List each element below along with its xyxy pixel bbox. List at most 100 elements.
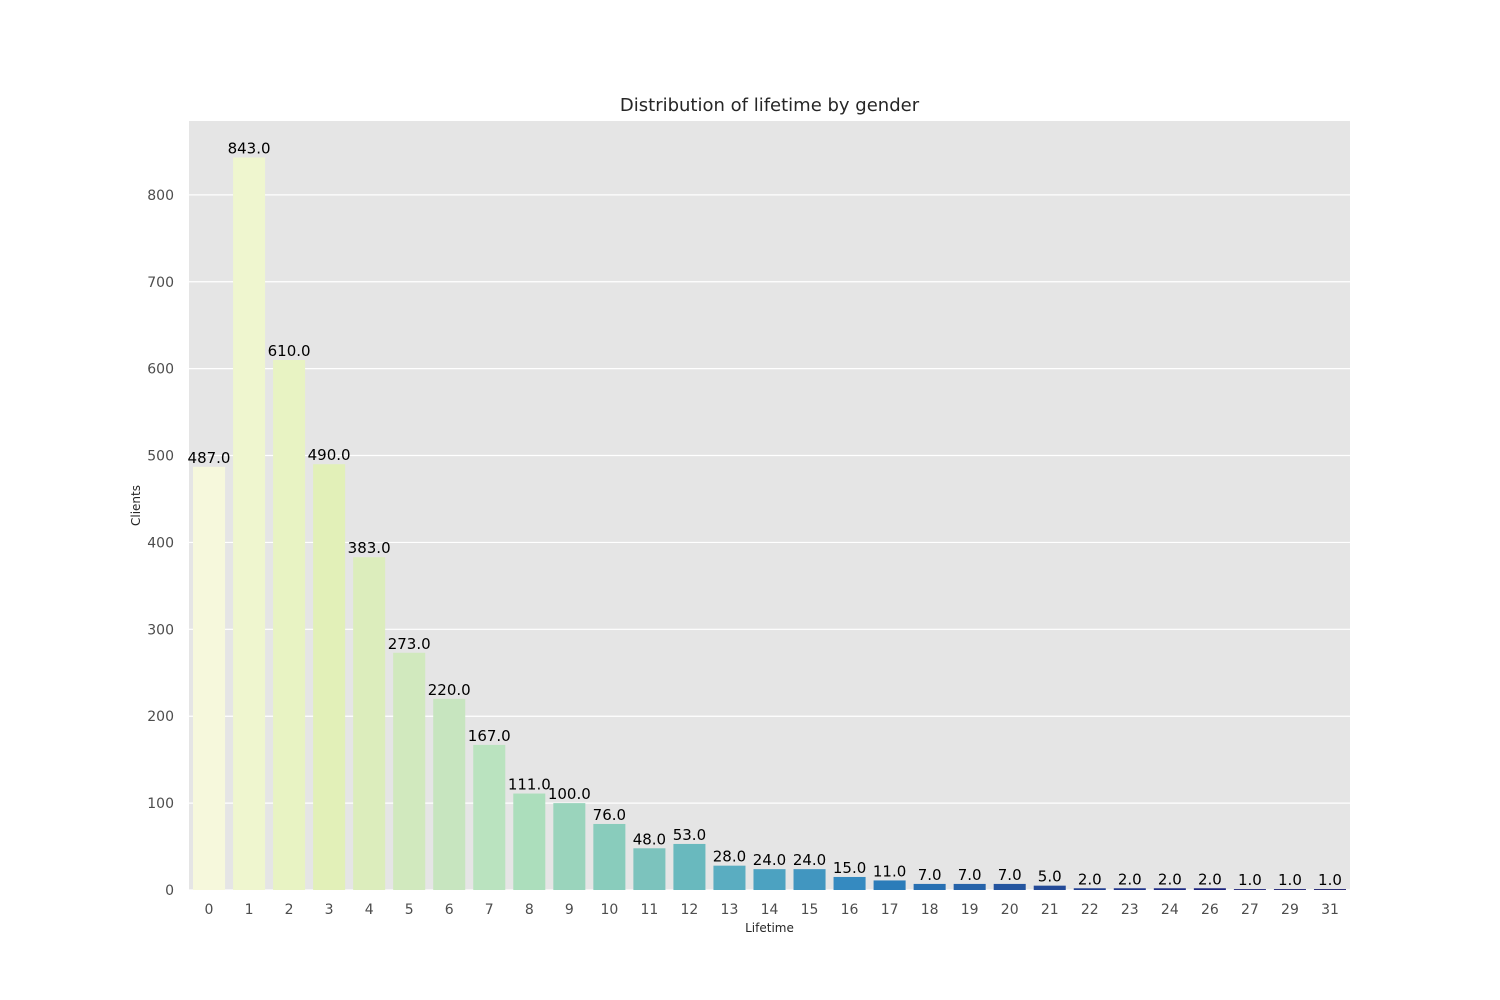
bar-5 bbox=[393, 652, 426, 890]
x-tick-label: 7 bbox=[485, 902, 494, 918]
bar-8 bbox=[513, 793, 546, 890]
bar-value-label: 15.0 bbox=[833, 859, 866, 877]
bar-10 bbox=[593, 823, 626, 890]
bar-value-label: 100.0 bbox=[548, 785, 591, 803]
x-tick-label: 4 bbox=[365, 902, 374, 918]
bar-15 bbox=[793, 869, 826, 890]
bar-value-label: 2.0 bbox=[1118, 870, 1142, 888]
bar-14 bbox=[753, 869, 786, 890]
x-tick-label: 26 bbox=[1201, 902, 1219, 918]
bar-18 bbox=[913, 883, 946, 890]
bar-value-label: 24.0 bbox=[793, 851, 826, 869]
y-tick-label: 200 bbox=[147, 709, 174, 725]
y-tick-label: 500 bbox=[147, 449, 174, 465]
bar-value-label: 167.0 bbox=[468, 727, 511, 745]
x-tick-label: 24 bbox=[1161, 902, 1179, 918]
x-tick-labels: 0 1 2 3 4 5 6 7 8 9 10 11 12 13 14 15 16 17 18 19 20 21 22 23 24… bbox=[205, 902, 1339, 918]
bar-value-label: 7.0 bbox=[918, 866, 942, 884]
y-tick-label: 700 bbox=[147, 275, 174, 291]
bar-value-label: 76.0 bbox=[593, 806, 626, 824]
x-tick-label: 5 bbox=[405, 902, 414, 918]
x-tick-label: 9 bbox=[565, 902, 574, 918]
bar-value-label: 220.0 bbox=[428, 681, 471, 699]
bar-1 bbox=[233, 157, 266, 890]
bar-11 bbox=[633, 848, 666, 890]
bar-value-label: 487.0 bbox=[188, 449, 231, 467]
bar-20 bbox=[993, 883, 1026, 890]
x-tick-label: 23 bbox=[1121, 902, 1139, 918]
bar-9 bbox=[553, 803, 586, 890]
bar-3 bbox=[313, 464, 346, 890]
y-tick-label: 100 bbox=[147, 796, 174, 812]
bar-12 bbox=[673, 843, 706, 890]
chart-title: Distribution of lifetime by gender bbox=[620, 95, 920, 116]
x-tick-label: 10 bbox=[600, 902, 618, 918]
x-tick-label: 29 bbox=[1281, 902, 1299, 918]
bar-31 bbox=[1313, 889, 1346, 890]
bar-0 bbox=[193, 466, 226, 890]
bar-value-label: 273.0 bbox=[388, 635, 431, 653]
x-tick-label: 1 bbox=[245, 902, 254, 918]
bar-22 bbox=[1073, 888, 1106, 890]
y-tick-label: 0 bbox=[165, 883, 174, 899]
bar-21 bbox=[1033, 885, 1066, 890]
x-tick-label: 3 bbox=[325, 902, 334, 918]
y-tick-label: 400 bbox=[147, 535, 174, 551]
bar-value-label: 7.0 bbox=[998, 866, 1022, 884]
bar-7 bbox=[473, 744, 506, 890]
bar-27 bbox=[1233, 889, 1266, 890]
bar-value-label: 610.0 bbox=[268, 342, 311, 360]
x-tick-label: 6 bbox=[445, 902, 454, 918]
bar-value-label: 24.0 bbox=[753, 851, 786, 869]
x-tick-label: 31 bbox=[1321, 902, 1339, 918]
bar-value-label: 11.0 bbox=[873, 862, 906, 880]
bar-6 bbox=[433, 698, 466, 890]
bar-26 bbox=[1193, 888, 1226, 890]
x-tick-label: 22 bbox=[1081, 902, 1099, 918]
x-tick-label: 18 bbox=[921, 902, 939, 918]
x-tick-label: 16 bbox=[841, 902, 859, 918]
x-tick-label: 13 bbox=[721, 902, 739, 918]
y-tick-label: 600 bbox=[147, 362, 174, 378]
y-tick-label: 300 bbox=[147, 622, 174, 638]
bar-value-label: 7.0 bbox=[958, 866, 982, 884]
bar-4 bbox=[353, 557, 386, 890]
y-tick-label: 800 bbox=[147, 188, 174, 204]
x-tick-label: 17 bbox=[881, 902, 899, 918]
bar-value-labels: 487.0 843.0 610.0 490.0 383.0 273.0 220.0 167.0… bbox=[188, 139, 1342, 889]
bar-24 bbox=[1153, 888, 1186, 890]
bars bbox=[193, 157, 1346, 890]
x-tick-label: 27 bbox=[1241, 902, 1259, 918]
bar-value-label: 2.0 bbox=[1198, 870, 1222, 888]
bar-value-label: 48.0 bbox=[633, 830, 666, 848]
bar-value-label: 111.0 bbox=[508, 776, 551, 794]
bar-value-label: 1.0 bbox=[1278, 871, 1302, 889]
bar-value-label: 2.0 bbox=[1078, 870, 1102, 888]
bar-value-label: 28.0 bbox=[713, 848, 746, 866]
bar-value-label: 383.0 bbox=[348, 539, 391, 557]
bar-value-label: 5.0 bbox=[1038, 868, 1062, 886]
x-tick-label: 15 bbox=[801, 902, 819, 918]
x-tick-label: 0 bbox=[205, 902, 214, 918]
bar-value-label: 843.0 bbox=[228, 139, 271, 157]
x-tick-label: 14 bbox=[761, 902, 779, 918]
bar-23 bbox=[1113, 888, 1146, 890]
bar-value-label: 1.0 bbox=[1318, 871, 1342, 889]
bar-17 bbox=[873, 880, 906, 890]
bar-13 bbox=[713, 865, 746, 890]
x-tick-label: 8 bbox=[525, 902, 534, 918]
bar-2 bbox=[273, 359, 306, 890]
y-tick-labels: 0 100 200 300 400 500 600 700 800 bbox=[147, 188, 174, 899]
x-tick-label: 19 bbox=[961, 902, 979, 918]
x-tick-label: 11 bbox=[640, 902, 658, 918]
bar-value-label: 2.0 bbox=[1158, 870, 1182, 888]
x-tick-label: 20 bbox=[1001, 902, 1019, 918]
x-tick-label: 12 bbox=[681, 902, 699, 918]
bar-value-label: 490.0 bbox=[308, 446, 351, 464]
x-tick-label: 2 bbox=[285, 902, 294, 918]
x-tick-label: 21 bbox=[1041, 902, 1059, 918]
bar-value-label: 53.0 bbox=[673, 826, 706, 844]
bar-value-label: 1.0 bbox=[1238, 871, 1262, 889]
bar-29 bbox=[1273, 889, 1306, 890]
